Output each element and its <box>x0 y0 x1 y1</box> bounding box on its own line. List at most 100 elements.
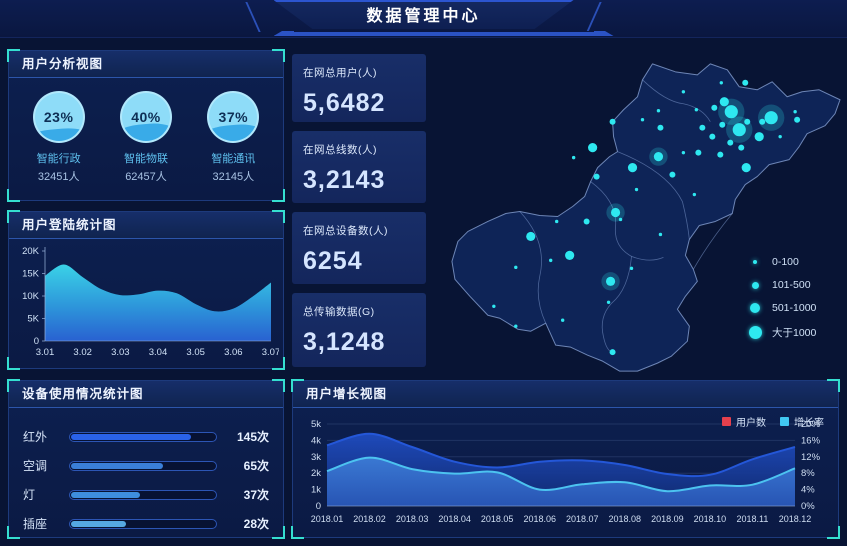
stat-label: 在网总线数(人) <box>303 144 377 156</box>
svg-text:0: 0 <box>316 501 321 512</box>
svg-text:5K: 5K <box>27 314 39 325</box>
panel-user-analysis: 用户分析视图 23% 智能行政 32451人 40% 智能物联 62457人 3… <box>7 49 285 202</box>
panel-title-device-usage: 设备使用情况统计图 <box>9 381 283 408</box>
device-value: 37次 <box>243 488 269 502</box>
gauge-count: 62457人 <box>125 171 167 183</box>
legend-swatch-growth-rate <box>780 417 789 426</box>
svg-text:0%: 0% <box>801 501 815 512</box>
device-value: 145次 <box>236 430 269 444</box>
growth-chart[interactable]: 0 1k 2k 3k 4k 5k 0% 4% 8% 12% 16% 20% 2018.01 2018.02… <box>293 408 838 541</box>
svg-text:4k: 4k <box>311 435 321 446</box>
panel-title-user-analysis: 用户分析视图 <box>9 51 283 78</box>
svg-text:3.05: 3.05 <box>186 347 205 358</box>
gauge-item: 23% 智能行政 32451人 <box>20 91 98 184</box>
header-bar: 数据管理中心 <box>0 0 847 38</box>
province-map[interactable]: 0-100 101-500 501-1000 大于1000 <box>428 40 847 378</box>
gauge-item: 37% 智能通讯 32145人 <box>194 91 272 184</box>
gauge-item: 40% 智能物联 62457人 <box>107 91 185 184</box>
panel-user-growth: 用户增长视图 用户数 增长率 0 1k 2k 3k 4k 5k 0% 4% 8% 12% 16% 20… <box>291 379 840 541</box>
stat-label: 总传输数据(G) <box>303 306 375 318</box>
svg-text:2018.12: 2018.12 <box>779 514 812 524</box>
liquid-gauge: 40% <box>119 91 172 143</box>
svg-text:3.06: 3.06 <box>224 347 243 358</box>
device-label: 空调 <box>23 459 48 473</box>
legend-label: 大于1000 <box>772 327 817 339</box>
svg-text:3k: 3k <box>311 452 321 463</box>
svg-text:16%: 16% <box>801 435 821 446</box>
bar-track <box>69 518 217 529</box>
svg-text:3.03: 3.03 <box>111 347 130 358</box>
svg-text:3.02: 3.02 <box>73 347 92 358</box>
gauge-percent: 23% <box>43 109 74 125</box>
bar-track <box>69 460 217 471</box>
legend-row: 101-500 <box>746 279 816 291</box>
legend-row: 501-1000 <box>746 302 816 314</box>
gauge-percent: 40% <box>131 109 161 125</box>
svg-text:2018.04: 2018.04 <box>438 514 471 524</box>
legend-dot-medium <box>751 281 759 289</box>
header-right-slash-decoration <box>586 2 602 32</box>
stat-value: 5,6482 <box>303 89 386 117</box>
stat-card-total-lines: 在网总线数(人) 3,2143 <box>292 131 426 203</box>
legend-item-users[interactable]: 用户数 <box>722 414 766 429</box>
stat-card-total-devices: 在网总设备数(人) 6254 <box>292 212 426 284</box>
svg-text:2018.11: 2018.11 <box>737 514 769 524</box>
svg-text:10K: 10K <box>22 291 40 302</box>
legend-label: 0-100 <box>772 256 799 268</box>
svg-text:2018.06: 2018.06 <box>523 514 556 524</box>
bar-fill <box>71 433 191 440</box>
svg-text:2018.05: 2018.05 <box>481 514 514 524</box>
svg-text:4%: 4% <box>801 485 815 496</box>
device-label: 插座 <box>23 517 48 531</box>
stat-card-column: 在网总用户(人) 5,6482 在网总线数(人) 3,2143 在网总设备数(人… <box>292 54 426 376</box>
svg-text:20%: 20% <box>801 419 821 430</box>
page-title: 数据管理中心 <box>273 0 574 29</box>
liquid-gauge: 23% <box>32 91 85 143</box>
legend-row: 0-100 <box>746 256 816 268</box>
device-value: 28次 <box>243 517 269 531</box>
header-left-slash-decoration <box>245 2 261 32</box>
stat-value: 3,2143 <box>303 166 386 194</box>
svg-text:8%: 8% <box>801 468 815 479</box>
panel-title-login-stats: 用户登陆统计图 <box>9 212 283 239</box>
growth-chart-legend: 用户数 增长率 <box>722 414 824 429</box>
login-chart[interactable]: 0 5K 10K 15K 20K 3.01 3.02 3.03 3.04 3.05 3.06 3.07 <box>9 239 283 372</box>
legend-label: 501-1000 <box>772 302 817 314</box>
svg-text:15K: 15K <box>22 269 40 280</box>
gauge-label: 智能行政 <box>36 153 81 165</box>
bar-fill <box>71 462 163 469</box>
svg-text:3.04: 3.04 <box>149 347 168 358</box>
device-label: 灯 <box>23 488 36 502</box>
stat-value: 3,1248 <box>303 328 386 356</box>
svg-text:2018.07: 2018.07 <box>566 514 599 524</box>
gauge-count: 32451人 <box>37 171 80 183</box>
bar-track <box>69 489 217 500</box>
legend-label: 用户数 <box>736 418 766 429</box>
legend-label: 101-500 <box>772 279 811 291</box>
liquid-gauge: 37% <box>207 91 260 143</box>
device-label: 红外 <box>23 430 48 444</box>
device-bar-list: 红外 145次 空调 65次 灯 37次 插座 28次 窗帘 24次 <box>9 408 283 546</box>
legend-swatch-users <box>722 417 731 426</box>
bar-track <box>69 431 217 442</box>
stat-value: 6254 <box>303 247 363 275</box>
stat-card-total-users: 在网总用户(人) 5,6482 <box>292 54 426 122</box>
map-size-legend: 0-100 101-500 501-1000 大于1000 <box>746 256 816 351</box>
title-box: 数据管理中心 <box>273 0 614 36</box>
panel-login-stats: 用户登陆统计图 0 5K 10K 15K 20K 3.01 3.02 3.03 3.04 3.05… <box>7 210 285 372</box>
map-outline <box>451 63 841 372</box>
legend-item-growth-rate[interactable]: 增长率 <box>780 414 824 429</box>
svg-text:0: 0 <box>34 336 39 347</box>
svg-text:2018.10: 2018.10 <box>694 514 727 524</box>
device-bar-row: 红外 145次 <box>23 428 269 445</box>
svg-text:2018.02: 2018.02 <box>353 514 386 524</box>
svg-text:12%: 12% <box>801 452 821 463</box>
panel-title-user-growth: 用户增长视图 <box>293 381 838 408</box>
gauge-row: 23% 智能行政 32451人 40% 智能物联 62457人 37% 智能通讯… <box>9 78 283 184</box>
device-bar-row: 空调 65次 <box>23 457 269 474</box>
gauge-label: 智能物联 <box>123 153 168 165</box>
svg-text:2018.03: 2018.03 <box>396 514 429 524</box>
panel-device-usage: 设备使用情况统计图 红外 145次 空调 65次 灯 37次 插座 28次 窗帘… <box>7 379 285 539</box>
title-underline-decoration <box>273 31 614 36</box>
legend-dot-xlarge <box>748 326 762 339</box>
